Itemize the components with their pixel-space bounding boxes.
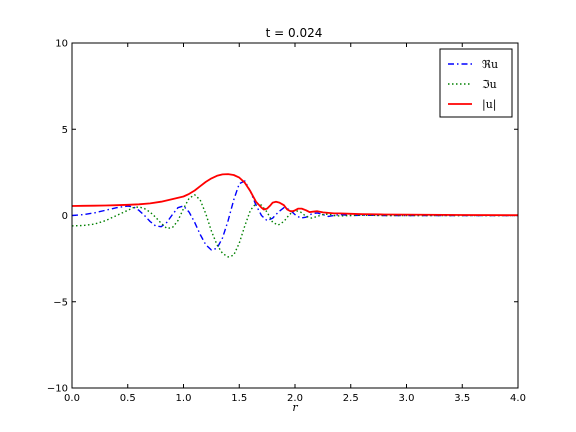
x-tick-label: 0.5 (120, 393, 136, 404)
legend-label: ℜu (482, 58, 498, 71)
x-tick-label: 0.0 (64, 393, 80, 404)
x-tick-label: 3.0 (399, 393, 415, 404)
x-tick-label: 2.5 (343, 393, 359, 404)
legend-label: ℑu (482, 78, 497, 91)
x-tick-label: 1.5 (231, 393, 247, 404)
chart-title: t = 0.024 (266, 26, 323, 40)
y-tick-label: 5 (62, 125, 68, 136)
series-layer (72, 173, 518, 258)
series-line-re-u (72, 180, 518, 251)
legend-box (439, 48, 513, 118)
x-axis-label: r (292, 401, 298, 414)
y-tick-label: 0 (62, 211, 68, 222)
legend-label: |u| (482, 98, 497, 112)
x-tick-label: 4.0 (510, 393, 526, 404)
y-tick-label: 10 (55, 39, 68, 50)
x-tick-label: 1.0 (176, 393, 192, 404)
x-tick-label: 3.5 (454, 393, 470, 404)
series-line-im-u (72, 194, 518, 258)
plot-frame (71, 42, 519, 389)
x-tick-label: 2.0 (287, 393, 303, 404)
legend: ℜu ℑu |u| (439, 48, 513, 118)
series-line-abs-u (72, 173, 518, 217)
y-tick-label: −10 (47, 384, 68, 395)
y-tick-label: −5 (53, 297, 68, 308)
